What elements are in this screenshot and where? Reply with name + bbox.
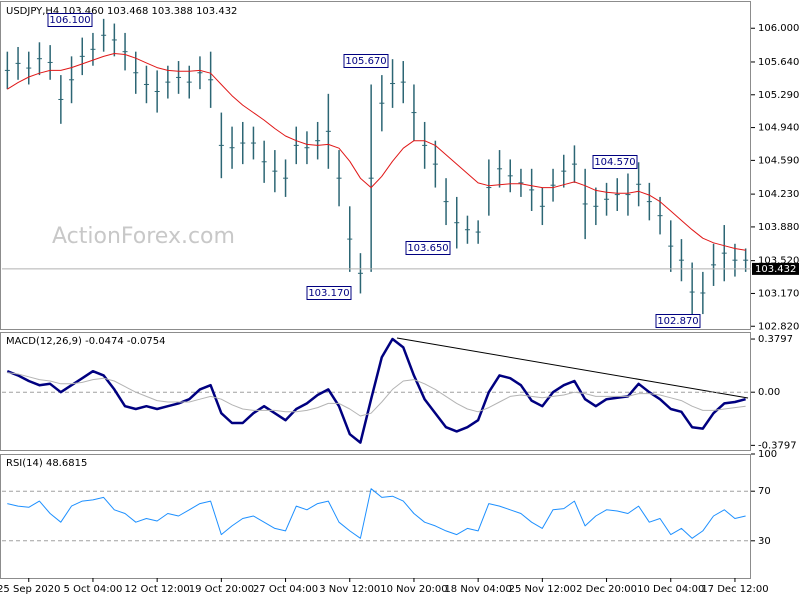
rsi-panel <box>0 454 751 579</box>
y-tick-label: 70 <box>758 486 771 497</box>
annotation: 106.100 <box>49 15 90 26</box>
x-tick-label: 10 Nov 20:00 <box>380 584 447 595</box>
y-tick-label: 100 <box>758 449 777 460</box>
annotation: 103.170 <box>308 288 349 299</box>
y-tick-label: 0.3797 <box>758 334 793 345</box>
y-tick-label: 106.000 <box>758 23 799 34</box>
y-tick-label: 102.820 <box>758 321 799 332</box>
annotation-box <box>655 314 701 328</box>
last-price-label: 103.432 <box>755 264 796 275</box>
x-tick-label: 17 Dec 12:00 <box>701 584 768 595</box>
y-tick-label: 103.520 <box>758 256 799 267</box>
panel-title: USDJPY,H4 103.460 103.468 103.388 103.43… <box>6 6 237 17</box>
x-tick-label: 12 Oct 12:00 <box>125 584 190 595</box>
x-tick-label: 27 Oct 04:00 <box>253 584 318 595</box>
series-line <box>6 337 746 444</box>
x-tick-label: 19 Oct 20:00 <box>189 584 254 595</box>
trend-line <box>396 337 749 399</box>
watermark: ActionForex.com <box>52 224 235 249</box>
y-tick-label: -0.3797 <box>758 440 797 451</box>
y-tick-label: 103.170 <box>758 288 799 299</box>
y-tick-label: 104.940 <box>758 123 799 134</box>
last-price-box <box>752 262 799 275</box>
panel-title: MACD(12,26,9) -0.0474 -0.0754 <box>6 336 166 347</box>
y-tick-label: 30 <box>758 536 771 547</box>
price-panel <box>0 1 751 330</box>
x-tick-label: 10 Dec 04:00 <box>637 584 704 595</box>
x-tick-label: 25 Nov 12:00 <box>509 584 576 595</box>
x-tick-label: 3 Nov 12:00 <box>319 584 380 595</box>
series-line <box>7 53 746 251</box>
x-tick-label: 5 Oct 04:00 <box>64 584 123 595</box>
y-tick-label: 103.880 <box>758 222 799 233</box>
annotation-box <box>405 241 451 255</box>
y-tick-label: 105.640 <box>758 57 799 68</box>
series-line <box>7 372 746 417</box>
series-line <box>7 488 746 539</box>
annotation: 104.570 <box>594 157 635 168</box>
x-tick-label: 2 Dec 20:00 <box>576 584 637 595</box>
y-tick-label: 104.230 <box>758 189 799 200</box>
annotation: 102.870 <box>657 316 698 327</box>
x-tick-label: 18 Nov 04:00 <box>444 584 511 595</box>
x-tick-label: 25 Sep 2020 <box>0 584 60 595</box>
annotation-box <box>343 54 389 68</box>
y-tick-label: 105.290 <box>758 90 799 101</box>
panel-title: RSI(14) 48.6815 <box>6 458 87 469</box>
macd-panel <box>0 332 751 451</box>
annotation-box <box>592 155 638 169</box>
y-tick-label: 104.590 <box>758 155 799 166</box>
y-tick-label: 0.00 <box>758 387 780 398</box>
annotation: 105.670 <box>345 56 386 67</box>
annotation: 103.650 <box>407 243 448 254</box>
annotation-box <box>47 13 93 27</box>
annotation-box <box>306 286 352 300</box>
